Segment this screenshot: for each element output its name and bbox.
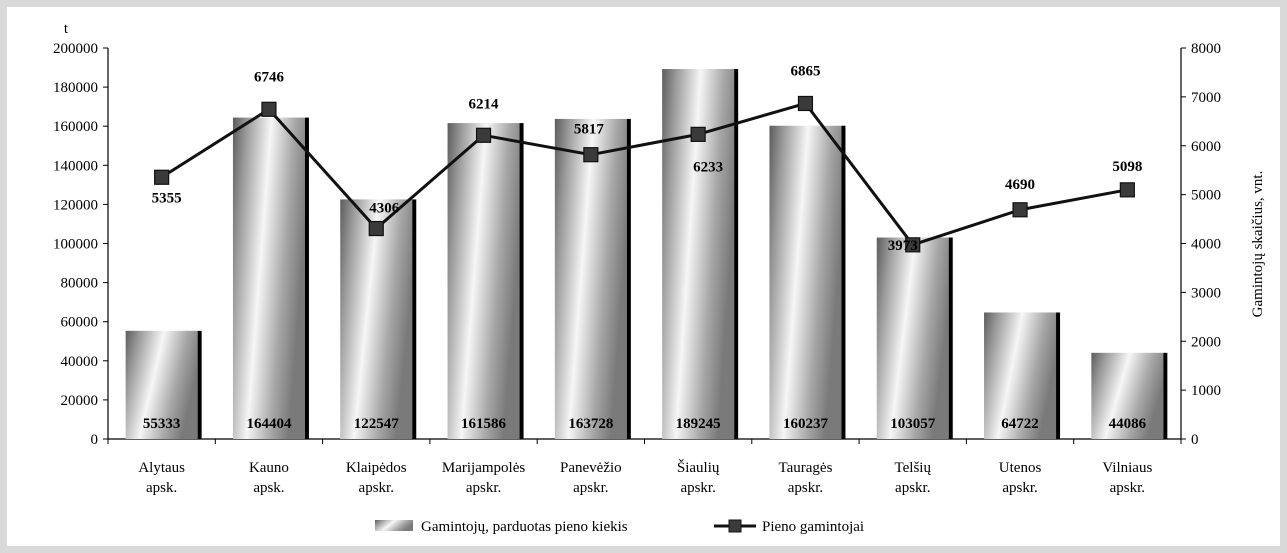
bar-edge [841, 125, 846, 439]
line-marker [583, 147, 599, 163]
bar [447, 123, 520, 440]
bars-group [125, 69, 1168, 440]
bar-edge [197, 330, 202, 439]
bar-value-label: 64722 [1001, 416, 1039, 432]
bar-edge [304, 117, 309, 439]
y-left-tick-label: 60000 [61, 315, 99, 331]
legend: Gamintojų, parduotas pieno kiekis Pieno g… [375, 519, 864, 535]
x-category-label: Alytaus apsk. [138, 460, 185, 496]
line-value-label: 6214 [469, 96, 500, 112]
y-left-tick-label: 140000 [53, 158, 98, 174]
line-marker [154, 169, 170, 185]
y-left-tick-label: 20000 [61, 393, 99, 409]
legend-bar-swatch [375, 520, 413, 531]
line-marker [368, 220, 384, 237]
bar-edge [1163, 352, 1168, 439]
line-value-label: 5817 [574, 122, 605, 138]
legend-line-marker [728, 519, 742, 533]
bar-value-label: 55333 [143, 416, 181, 432]
y-left-tick-label: 180000 [53, 80, 98, 96]
bar [662, 69, 735, 439]
x-category-label: Panevėžio apskr. [560, 460, 622, 496]
legend-bar-label: Gamintojų, parduotas pieno kiekis [421, 519, 628, 535]
legend-line-label: Pieno gamintojai [762, 519, 864, 535]
bar-edge [412, 199, 417, 439]
bar-edge [734, 69, 739, 439]
y-right-tick-label: 8000 [1191, 41, 1221, 57]
x-category-label: Šiaulių apskr. [677, 459, 720, 496]
x-category-label: Klaipėdos apskr. [346, 460, 407, 496]
x-category-label: Kauno apsk. [249, 460, 289, 496]
y-right-tick-label: 1000 [1191, 383, 1221, 399]
bar [769, 125, 842, 439]
y-left-tick-label: 200000 [53, 41, 98, 57]
line-value-label: 6233 [693, 159, 723, 175]
line-value-label: 4690 [1005, 177, 1035, 193]
y-right-tick-label: 5000 [1191, 188, 1221, 204]
y-right-axis-title: Gamintojų skaičius, vnt. [1250, 171, 1266, 318]
bar [876, 237, 949, 439]
bar [984, 312, 1057, 439]
x-category-label: Utenos apskr. [999, 460, 1042, 496]
line-marker [1119, 182, 1135, 198]
y-left-tick-label: 0 [91, 432, 99, 448]
line-marker [905, 237, 921, 253]
bar-value-label: 161586 [461, 416, 507, 432]
bar-value-label: 122547 [354, 416, 400, 432]
bar-edge [626, 118, 631, 440]
bar-value-label: 160237 [783, 416, 829, 432]
bar-value-label: 164404 [246, 416, 292, 432]
line-value-label: 6865 [790, 63, 820, 79]
line-group [154, 95, 1135, 253]
line-marker [475, 127, 492, 143]
data-labels-group: 55333 164404 122547 161586 163728 189245 16023… [143, 63, 1147, 432]
y-left-unit-label: t [64, 21, 69, 37]
y-left-tick-label: 160000 [53, 119, 98, 135]
axes-group: 0200004000060000800001000001200001400001… [53, 21, 1266, 496]
y-left-tick-label: 80000 [61, 276, 99, 292]
line-series [160, 101, 1128, 247]
y-left-tick-label: 40000 [61, 354, 99, 370]
x-category-label: Vilniaus apskr. [1102, 460, 1152, 496]
line-value-label: 6746 [254, 69, 285, 85]
bar [340, 199, 413, 439]
line-marker [690, 126, 706, 142]
x-category-label: Tauragės apskr. [778, 460, 832, 496]
y-right-tick-label: 4000 [1191, 237, 1221, 253]
bar-edge [519, 123, 524, 440]
bar-value-label: 189245 [676, 416, 721, 432]
line-value-label: 5355 [152, 190, 182, 206]
bar [125, 330, 198, 439]
line-value-label: 4306 [369, 201, 400, 217]
y-left-tick-label: 120000 [53, 197, 98, 213]
bar [554, 118, 627, 440]
y-right-tick-label: 7000 [1191, 90, 1221, 106]
x-category-label: Marijampolės apskr. [442, 460, 525, 496]
bar-edge [948, 237, 953, 439]
bar-value-label: 103057 [890, 416, 936, 432]
x-category-label: Telšių apskr. [895, 460, 932, 496]
line-value-label: 3973 [888, 238, 918, 254]
bar-value-label: 44086 [1109, 416, 1147, 432]
y-right-tick-label: 2000 [1191, 334, 1221, 350]
y-right-tick-label: 3000 [1191, 285, 1221, 301]
line-marker [1012, 202, 1028, 218]
line-marker [261, 101, 277, 117]
y-right-tick-label: 0 [1191, 432, 1199, 448]
y-left-tick-label: 100000 [53, 237, 98, 253]
line-value-label: 5098 [1112, 159, 1142, 175]
line-marker [797, 95, 814, 112]
bar-value-label: 163728 [568, 416, 613, 432]
bar [1091, 352, 1164, 439]
y-right-tick-label: 6000 [1191, 139, 1221, 155]
bar [232, 117, 305, 439]
bar-edge [1056, 312, 1061, 439]
